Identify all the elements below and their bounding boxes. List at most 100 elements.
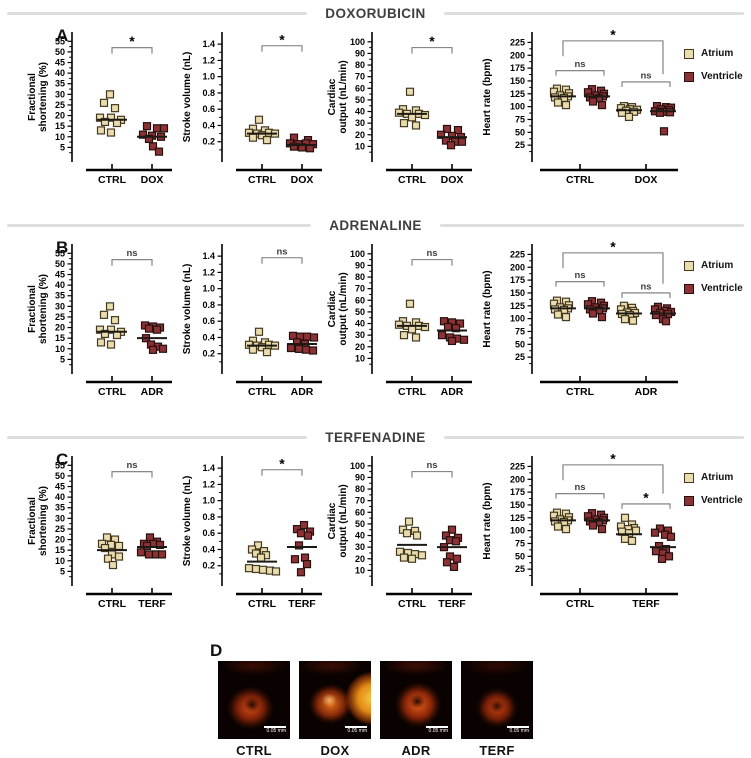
y-tick-label: 75 — [515, 114, 525, 124]
y-tick-label: 15 — [55, 333, 65, 343]
data-point-atrium — [110, 316, 120, 325]
data-point-atrium — [95, 113, 105, 122]
data-point-atrium — [404, 517, 414, 526]
fluorescence-item-terf: 0.05 mm TERF — [461, 661, 533, 758]
legend-item-ventricle: Ventricle — [684, 71, 743, 82]
scale-bar: 0.05 mm — [426, 726, 448, 734]
y-tick-label: 50 — [55, 259, 65, 269]
data-point-ventricle — [659, 127, 669, 136]
y-tick-label: 45 — [55, 270, 65, 280]
fluorescence-label-ctrl: CTRL — [236, 743, 272, 758]
chart-stroke-volume-adr: 0.2 0.4 0.6 0.8 1.0 1.2 1.4 Stroke volume (nL) C… — [182, 244, 322, 398]
data-point-atrium — [620, 534, 630, 543]
data-point-ventricle — [451, 324, 461, 333]
group-label: TERF — [438, 598, 466, 610]
y-tick-label: 1.0 — [202, 284, 215, 294]
data-point-ventricle — [588, 97, 598, 106]
data-point-atrium — [106, 340, 116, 349]
legend-swatch-ventricle — [684, 71, 694, 82]
y-tick-label: 100 — [510, 314, 525, 324]
data-point-atrium — [407, 325, 417, 334]
y-tick-label: 0.6 — [202, 528, 215, 538]
sig-bracket — [111, 259, 153, 266]
scale-bar-text: 0.05 mm — [266, 728, 286, 734]
data-point-ventricle — [597, 312, 607, 322]
data-point-atrium — [561, 524, 571, 534]
y-tick-label: 25 — [515, 140, 525, 150]
chart-heart-rate-terf: 25 50 75 100 125 150 175 200 225 Heart rate (bpm)… — [482, 450, 678, 610]
y-axis-title: Fractionalshortening (%) — [27, 274, 49, 344]
scale-bar: 0.05 mm — [507, 726, 529, 734]
sig-label: ns — [426, 460, 437, 471]
data-point-ventricle — [457, 137, 467, 146]
data-point-atrium — [411, 333, 421, 342]
y-tick-label: 80 — [355, 272, 365, 282]
data-point-atrium — [99, 310, 109, 319]
group-label: CTRL — [98, 386, 127, 398]
data-point-atrium — [114, 541, 124, 551]
y-axis-title: Stroke volume (nL) — [182, 476, 193, 567]
y-tick-label: 0.2 — [202, 137, 215, 147]
legend-label: Atrium — [701, 48, 734, 59]
y-tick-label: 20 — [355, 554, 365, 564]
y-tick-label: 50 — [355, 519, 365, 529]
sig-bracket — [411, 259, 453, 266]
y-tick-label: 175 — [510, 487, 525, 497]
data-point-ventricle — [437, 331, 447, 340]
data-point-atrium — [628, 316, 638, 325]
data-point-atrium — [561, 100, 571, 110]
fluorescence-item-adr: 0.05 mm ADR — [380, 661, 452, 758]
chart-mount-cardiac-output-adr: 10 20 30 40 50 60 70 80 90 100 Cardiacoutput (nL/m… — [326, 234, 476, 419]
y-tick-label: 80 — [355, 60, 365, 70]
data-point-ventricle — [158, 344, 168, 353]
y-tick-label: 40 — [355, 107, 365, 117]
y-tick-label: 50 — [515, 551, 525, 561]
header-line-right — [439, 223, 745, 227]
y-tick-label: 5 — [60, 354, 65, 364]
data-point-ventricle — [597, 100, 607, 110]
y-axis-title: Fractionalshortening (%) — [27, 486, 49, 556]
y-tick-label: 20 — [55, 535, 65, 545]
sig-label: ns — [276, 246, 287, 257]
y-tick-label: 25 — [55, 312, 65, 322]
sig-bracket — [562, 464, 664, 494]
data-point-atrium — [411, 121, 421, 130]
y-tick-label: 150 — [510, 288, 525, 298]
y-tick-label: 175 — [510, 275, 525, 285]
data-point-atrium — [105, 90, 115, 99]
group-label: ADR — [141, 386, 164, 398]
data-point-atrium — [394, 320, 404, 329]
y-axis-title: Cardiacoutput (nL/min) — [327, 60, 349, 133]
y-tick-label: 30 — [355, 542, 365, 552]
legend-label: Atrium — [701, 260, 734, 271]
group-label: CTRL — [248, 598, 277, 610]
y-tick-label: 0.2 — [202, 349, 215, 359]
sig-label: ns — [574, 270, 585, 281]
y-tick-label: 75 — [515, 538, 525, 548]
data-point-ventricle — [152, 124, 162, 133]
data-point-atrium — [96, 126, 106, 135]
y-tick-label: 225 — [510, 249, 525, 259]
chart-heart-rate-dox: 25 50 75 100 125 150 175 200 225 Heart rate (bpm)… — [482, 26, 678, 186]
data-point-atrium — [420, 322, 430, 332]
legend-item-atrium: Atrium — [684, 260, 743, 271]
legend-label: Ventricle — [701, 495, 743, 506]
y-tick-label: 10 — [55, 132, 65, 142]
data-point-ventricle — [296, 529, 306, 538]
y-tick-label: 15 — [55, 545, 65, 555]
sig-bracket — [411, 471, 453, 478]
chart-mount-heart-rate-terf: 25 50 75 100 125 150 175 200 225 Heart rate (bpm)… — [476, 446, 682, 631]
y-tick-label: 10 — [55, 344, 65, 354]
y-tick-label: 40 — [55, 68, 65, 78]
charts-row-B: 5 10 15 20 25 30 35 40 45 50 55 Fractionalshortenin… — [0, 234, 751, 419]
y-tick-label: 25 — [515, 564, 525, 574]
data-point-atrium — [399, 331, 409, 340]
data-point-ventricle — [452, 554, 462, 563]
y-tick-label: 35 — [55, 79, 65, 89]
chart-stroke-volume-dox: 0.2 0.4 0.6 0.8 1.0 1.2 1.4 Stroke volume (nL) C… — [182, 31, 322, 186]
legend-swatch-atrium — [684, 260, 694, 271]
group-label: CTRL — [566, 174, 595, 186]
y-tick-label: 100 — [350, 249, 365, 259]
y-tick-label: 35 — [55, 291, 65, 301]
group-label: CTRL — [398, 386, 427, 398]
